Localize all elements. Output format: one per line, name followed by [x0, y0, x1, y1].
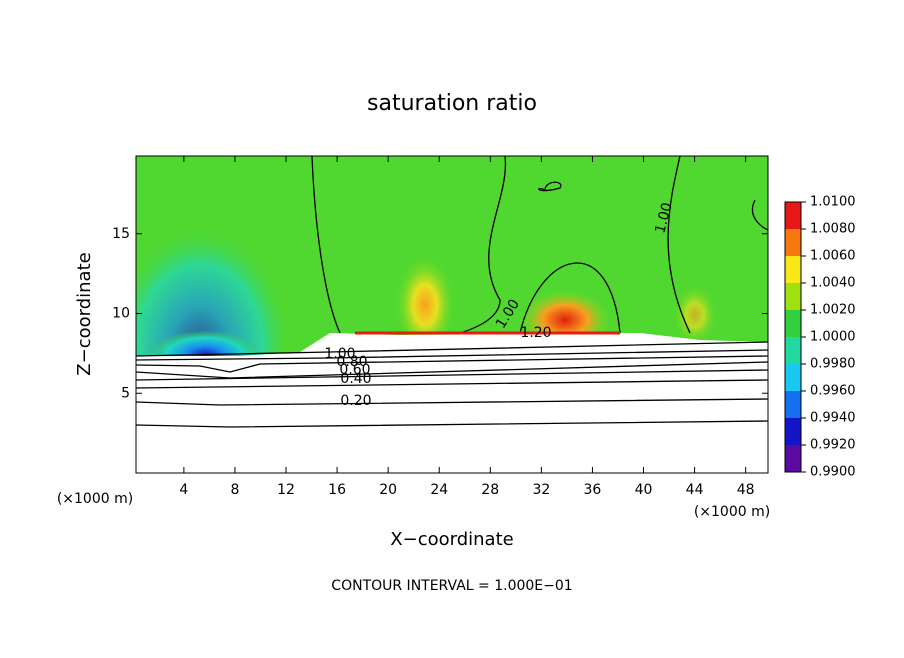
colorbar-band [785, 310, 801, 337]
contour-label: 0.60 [339, 362, 370, 378]
x-tick-label: 24 [430, 482, 448, 498]
colorbar-band [785, 418, 801, 445]
y-tick-label: 15 [112, 226, 130, 242]
x-tick-label: 48 [737, 482, 755, 498]
colorbar-band [785, 283, 801, 310]
note: CONTOUR INTERVAL = 1.000E−01 [331, 578, 572, 594]
colorbar-label: 0.9920 [810, 438, 856, 453]
colorbar-band [785, 445, 801, 472]
colorbar-label: 1.0040 [810, 276, 856, 291]
contour-label: 0.20 [340, 393, 371, 409]
colorbar-band [785, 229, 801, 256]
plot-frame [135, 155, 769, 474]
x-tick-label: 44 [686, 482, 704, 498]
x-unit: (×1000 m) [694, 504, 770, 520]
x-tick-label: 4 [179, 482, 188, 498]
colorbar-label: 1.0100 [810, 195, 856, 210]
colorbar-label: 0.9940 [810, 411, 856, 426]
contour-label: 0.80 [336, 354, 367, 370]
colorbar-label: 1.0060 [810, 249, 856, 264]
colorbar-label: 0.9980 [810, 357, 856, 372]
contour-label: 0.40 [340, 371, 371, 387]
colorbar-label: 1.0020 [810, 303, 856, 318]
colorbar-band [785, 337, 801, 364]
colorbar-band [785, 202, 801, 229]
x-axis-label: X−coordinate [390, 529, 513, 550]
contour-label: 1.20 [520, 325, 551, 341]
colorbar-label: 0.9900 [810, 465, 856, 480]
colorbar-band [785, 364, 801, 391]
x-tick-label: 20 [379, 482, 397, 498]
y-axis-label: Z−coordinate [74, 252, 95, 375]
y-tick-label: 10 [112, 306, 130, 322]
colorbar-band [785, 256, 801, 283]
x-tick-label: 12 [277, 482, 295, 498]
x-tick-label: 40 [635, 482, 653, 498]
x-tick-label: 16 [328, 482, 346, 498]
contour-label: 1.00 [652, 201, 676, 235]
chart-title: saturation ratio [367, 91, 537, 116]
colorbar-label: 1.0000 [810, 330, 856, 345]
contour-label: 1.00 [324, 346, 355, 362]
colorbar-band [785, 391, 801, 418]
x-tick-label: 32 [532, 482, 550, 498]
x-tick-label: 8 [230, 482, 239, 498]
x-tick-label: 28 [481, 482, 499, 498]
y-tick-label: 5 [121, 385, 130, 401]
x-unit: (×1000 m) [57, 491, 133, 507]
x-tick-label: 36 [584, 482, 602, 498]
colorbar-label: 1.0080 [810, 222, 856, 237]
colorbar-label: 0.9960 [810, 384, 856, 399]
field [136, 156, 768, 473]
